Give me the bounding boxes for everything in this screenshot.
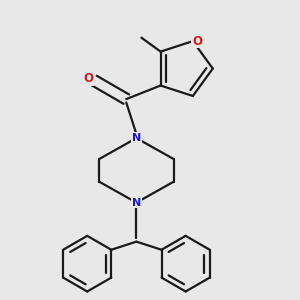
Text: O: O (192, 34, 202, 48)
Text: O: O (84, 72, 94, 85)
Text: N: N (132, 198, 141, 208)
Text: N: N (132, 133, 141, 143)
